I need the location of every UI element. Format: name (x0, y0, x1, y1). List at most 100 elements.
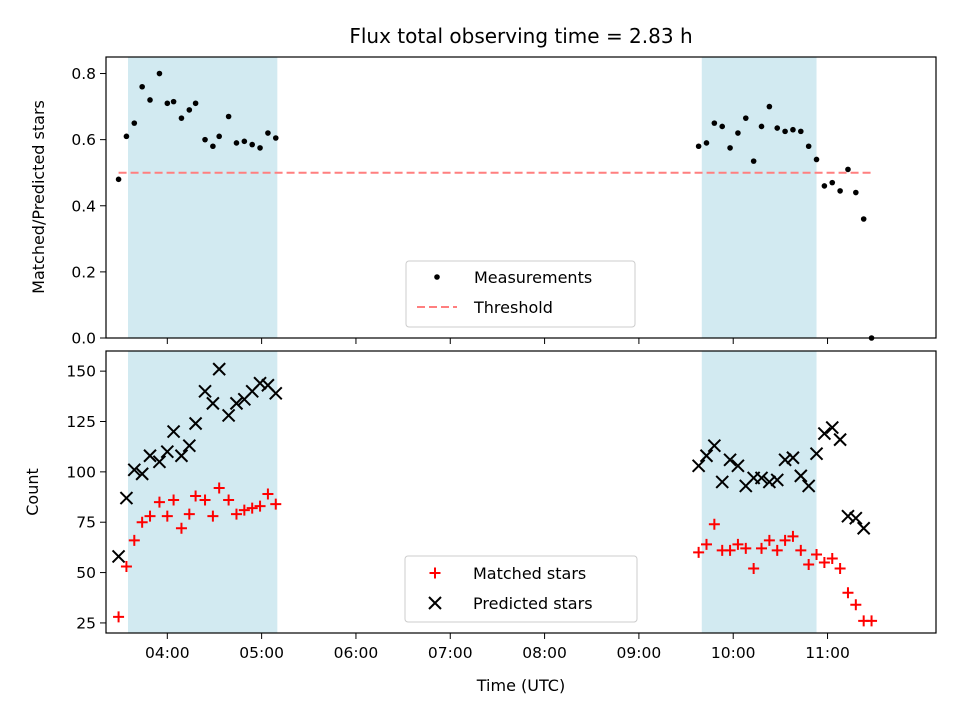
x-tick-label: 06:00 (334, 644, 379, 662)
y-tick-label: 0.0 (71, 330, 96, 348)
ratio-panel-x-ticks (166, 338, 829, 344)
predicted-star-point (723, 453, 737, 467)
matched-star-point (213, 482, 225, 494)
matched-star-point (161, 510, 173, 522)
matched-star-point (693, 546, 705, 558)
matched-star-point (834, 563, 846, 575)
matched-star-point (262, 488, 274, 500)
measurement-point (695, 143, 702, 150)
predicted-star-point (794, 469, 808, 483)
matched-star-point (771, 544, 783, 556)
matched-star-point (811, 548, 823, 560)
predicted-star-point (143, 449, 157, 463)
legend-predicted-label: Predicted stars (473, 594, 593, 613)
y-tick-label: 0.8 (71, 65, 96, 83)
matched-star-point (168, 494, 180, 506)
x-tick-label: 04:00 (145, 644, 190, 662)
x-axis-label: Time (UTC) (476, 676, 565, 695)
predicted-star-point (699, 449, 714, 463)
matched-star-point (230, 508, 242, 520)
predicted-star-point (212, 362, 226, 376)
matched-star-point (238, 504, 250, 516)
measurement-point (170, 98, 177, 105)
predicted-star-point (174, 449, 189, 463)
predicted-star-point (770, 473, 784, 487)
y-tick-label: 25 (76, 614, 96, 632)
measurement-point (147, 97, 153, 103)
measurement-point (813, 156, 820, 163)
matched-stars-points (113, 482, 878, 627)
ratio-panel-shaded-intervals (128, 57, 817, 338)
measurement-point (186, 107, 193, 113)
matched-star-point (113, 611, 125, 623)
ratio-panel: 0.00.20.40.60.8 Matched/Predicted stars … (29, 56, 937, 348)
predicted-star-point (707, 438, 722, 453)
measurement-point (837, 188, 843, 194)
matched-star-point (740, 542, 752, 554)
ratio-panel-y-axis-label: Matched/Predicted stars (29, 100, 48, 294)
measurement-point (257, 145, 263, 151)
shaded-interval-1 (128, 351, 278, 633)
predicted-star-point (160, 445, 175, 459)
matched-star-point (866, 615, 878, 627)
ratio-panel-frame (105, 56, 937, 339)
measurement-point (845, 166, 851, 173)
measurement-point (774, 125, 781, 131)
legend-predicted-marker (428, 596, 442, 610)
measurement-point (798, 128, 804, 135)
y-tick-label: 0.2 (71, 263, 96, 281)
matched-star-point (756, 542, 768, 554)
predicted-star-point (253, 376, 267, 390)
x-tick-label: 09:00 (617, 644, 662, 662)
matched-star-point (818, 557, 830, 568)
measurement-point (178, 115, 185, 121)
predicted-star-point (127, 463, 142, 477)
predicted-star-point (269, 386, 283, 401)
predicted-stars-points (111, 362, 871, 564)
measurement-point (719, 123, 726, 130)
matched-star-point (199, 494, 211, 506)
measurement-point (742, 115, 749, 121)
matched-star-point (190, 490, 202, 502)
predicted-star-point (817, 426, 832, 441)
measurement-point (805, 143, 812, 150)
legend-matched-label: Matched stars (473, 564, 586, 583)
measurement-point (131, 120, 138, 126)
measurement-point (139, 83, 145, 90)
y-tick-label: 150 (66, 363, 96, 381)
matched-star-point (763, 534, 775, 546)
count-panel-shaded-intervals (128, 351, 817, 633)
measurement-point (192, 100, 199, 107)
legend-threshold-label: Threshold (473, 298, 553, 317)
predicted-star-point (111, 549, 126, 564)
measurement-point (249, 141, 255, 148)
shaded-interval-2 (701, 57, 817, 338)
measurement-point (703, 140, 710, 146)
predicted-star-point (849, 511, 863, 525)
predicted-star-point (856, 521, 871, 535)
legend-measurement-label: Measurements (474, 268, 592, 287)
predicted-star-point (691, 459, 706, 473)
predicted-star-point (809, 447, 824, 461)
chart-title: Flux total observing time = 2.83 h (349, 24, 692, 48)
matched-star-point (748, 563, 760, 575)
measurement-point (164, 100, 171, 107)
predicted-star-point (801, 479, 816, 493)
predicted-star-point (731, 459, 745, 473)
predicted-star-point (229, 396, 244, 411)
matched-star-point (787, 530, 799, 542)
predicted-star-point (841, 509, 855, 523)
matched-star-point (175, 522, 187, 534)
matched-star-point (700, 538, 712, 550)
legend-measurement-marker (434, 274, 440, 280)
y-tick-label: 75 (76, 514, 96, 532)
measurement-point (265, 130, 271, 136)
measurement-point (766, 103, 773, 110)
measurement-point (123, 133, 130, 140)
measurement-point (711, 120, 718, 126)
ratio-panel-y-ticks: 0.0 0.2 0.4 0.6 0.8 (71, 65, 106, 348)
measurement-point (202, 136, 208, 143)
matched-star-point (732, 538, 744, 550)
count-panel-x-ticks: 04:00 05:00 06:00 07:00 08:00 09:00 10:00 11:00 (145, 633, 850, 662)
